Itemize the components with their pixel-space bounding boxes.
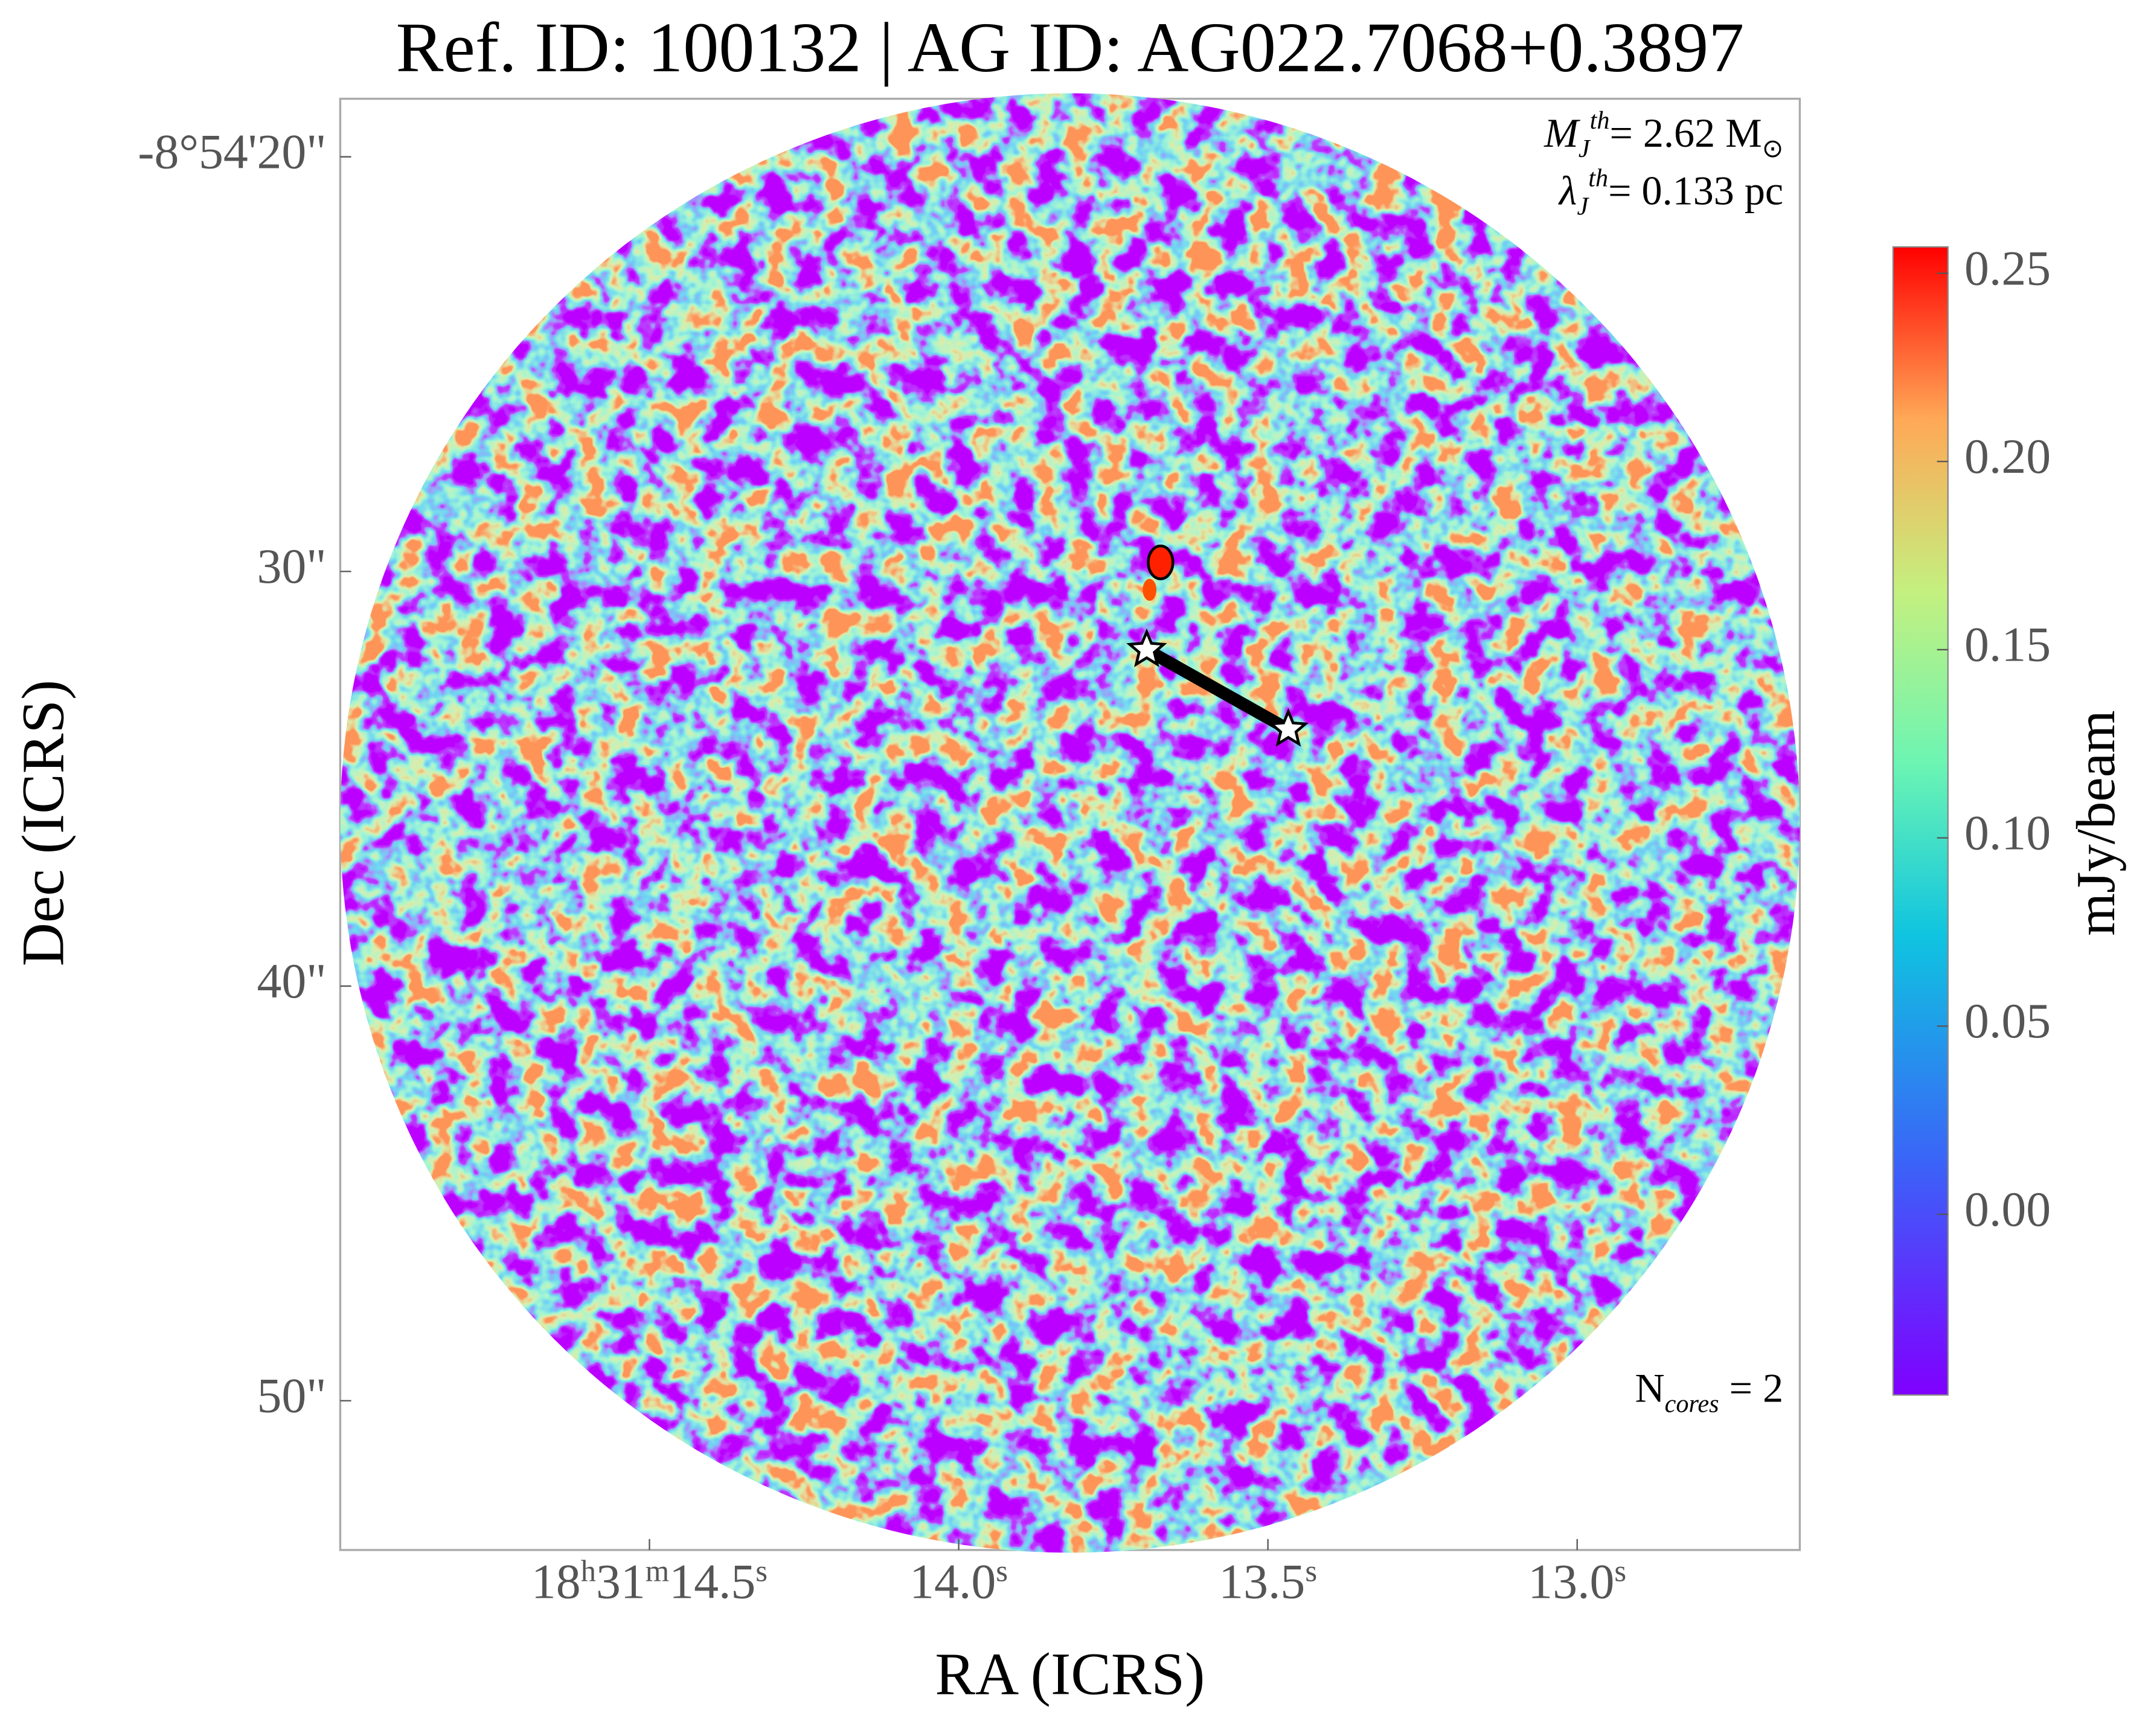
x-tick-label: 13.5s <box>1219 1554 1317 1609</box>
text-part: = 2.62 M <box>1609 110 1762 156</box>
colorbar-tick-label: 0.10 <box>1964 805 2051 860</box>
source-blob <box>1143 578 1157 601</box>
text-part: h <box>581 1554 596 1587</box>
text-part: th <box>1590 106 1610 135</box>
core-link <box>1143 644 1292 735</box>
core-marker <box>1126 628 1167 667</box>
text-part: 31 <box>596 1554 646 1609</box>
text-part: 13.5 <box>1219 1554 1305 1609</box>
core-marker <box>1268 708 1309 747</box>
x-axis-label: RA (ICRS) <box>935 1641 1205 1708</box>
text-part: = 2 <box>1719 1365 1784 1411</box>
colorbar-tick-label: 0.00 <box>1964 1182 2051 1237</box>
annotation: λJth= 0.133 pc <box>1558 164 1783 221</box>
text-part: M <box>1544 110 1580 156</box>
text-part: ⊙ <box>1762 135 1783 163</box>
colorbar-tick-label: 0.20 <box>1964 429 2051 484</box>
colorbar-tick-label: 0.25 <box>1964 240 2051 295</box>
text-part: m <box>646 1554 669 1587</box>
y-tick-label: 30" <box>257 539 327 594</box>
annotation: MJth= 2.62 M⊙ <box>1544 106 1783 163</box>
annotation: Ncores = 2 <box>1635 1365 1783 1418</box>
text-part: J <box>1577 193 1589 221</box>
map <box>340 93 1800 1553</box>
text-part: λ <box>1558 167 1577 213</box>
text-part: N <box>1635 1365 1664 1411</box>
colorbar-tick-label: 0.15 <box>1964 617 2051 672</box>
y-tick-label: 40" <box>257 953 327 1008</box>
y-axis-label: Dec (ICRS) <box>10 680 77 967</box>
text-part: cores <box>1665 1390 1719 1418</box>
text-part: = 0.133 pc <box>1608 167 1783 213</box>
text-part: s <box>1614 1554 1626 1587</box>
text-part: s <box>1305 1554 1317 1587</box>
text-part: th <box>1588 164 1608 193</box>
text-part: J <box>1579 135 1591 163</box>
text-part: 18 <box>531 1554 581 1609</box>
colorbar <box>1892 246 1949 1396</box>
text-part: 13.0 <box>1528 1554 1614 1609</box>
text-part: s <box>755 1554 768 1587</box>
map-image <box>340 93 1800 1553</box>
text-part: 14.0 <box>909 1554 996 1609</box>
y-tick-label: 50" <box>257 1368 327 1423</box>
text-part: 14.5 <box>669 1554 755 1609</box>
colorbar-label: mJy/beam <box>2065 710 2126 935</box>
y-tick-label: -8°54'20" <box>138 124 326 179</box>
colorbar-tick-label: 0.05 <box>1964 993 2051 1048</box>
text-part: s <box>996 1554 1008 1587</box>
x-tick-label: 13.0s <box>1528 1554 1626 1609</box>
x-tick-label: 18h31m14.5s <box>531 1554 768 1609</box>
chart-title: Ref. ID: 100132 | AG ID: AG022.7068+0.38… <box>396 8 1745 87</box>
source-blob <box>1147 544 1175 580</box>
x-tick-label: 14.0s <box>909 1554 1008 1609</box>
